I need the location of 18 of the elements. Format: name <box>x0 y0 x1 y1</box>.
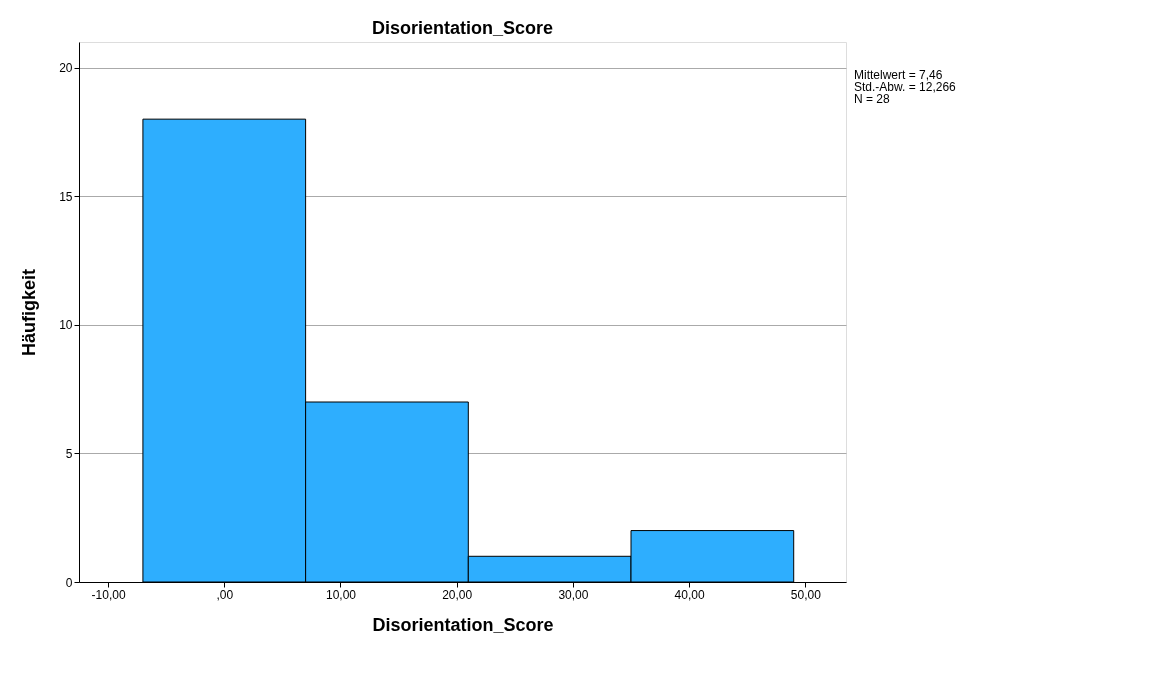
y-axis-title: Häufigkeit <box>19 268 40 357</box>
x-tick-label: 20,00 <box>442 587 473 602</box>
x-tick-label: -10,00 <box>91 587 126 602</box>
x-tick-label: 30,00 <box>558 587 589 602</box>
y-tick-label: 10 <box>59 318 73 333</box>
x-tick-label: 40,00 <box>674 587 705 602</box>
x-tick-label: ,00 <box>216 587 234 602</box>
text: Std.-Abw. = 12,266 <box>854 80 957 94</box>
text: N = 28 <box>854 92 891 106</box>
y-tick-label: 5 <box>65 446 73 461</box>
chart-title: Disorientation_Score <box>371 18 554 38</box>
y-tick-label: 0 <box>65 575 73 590</box>
x-tick-label: 50,00 <box>790 587 822 602</box>
x-axis-title: Disorientation_Score <box>372 614 554 635</box>
y-tick-label: 15 <box>59 189 73 204</box>
y-tick-label: 20 <box>59 61 73 76</box>
x-tick-label: 10,00 <box>325 587 357 602</box>
text: Mittelwert = 7,46 <box>854 68 943 82</box>
